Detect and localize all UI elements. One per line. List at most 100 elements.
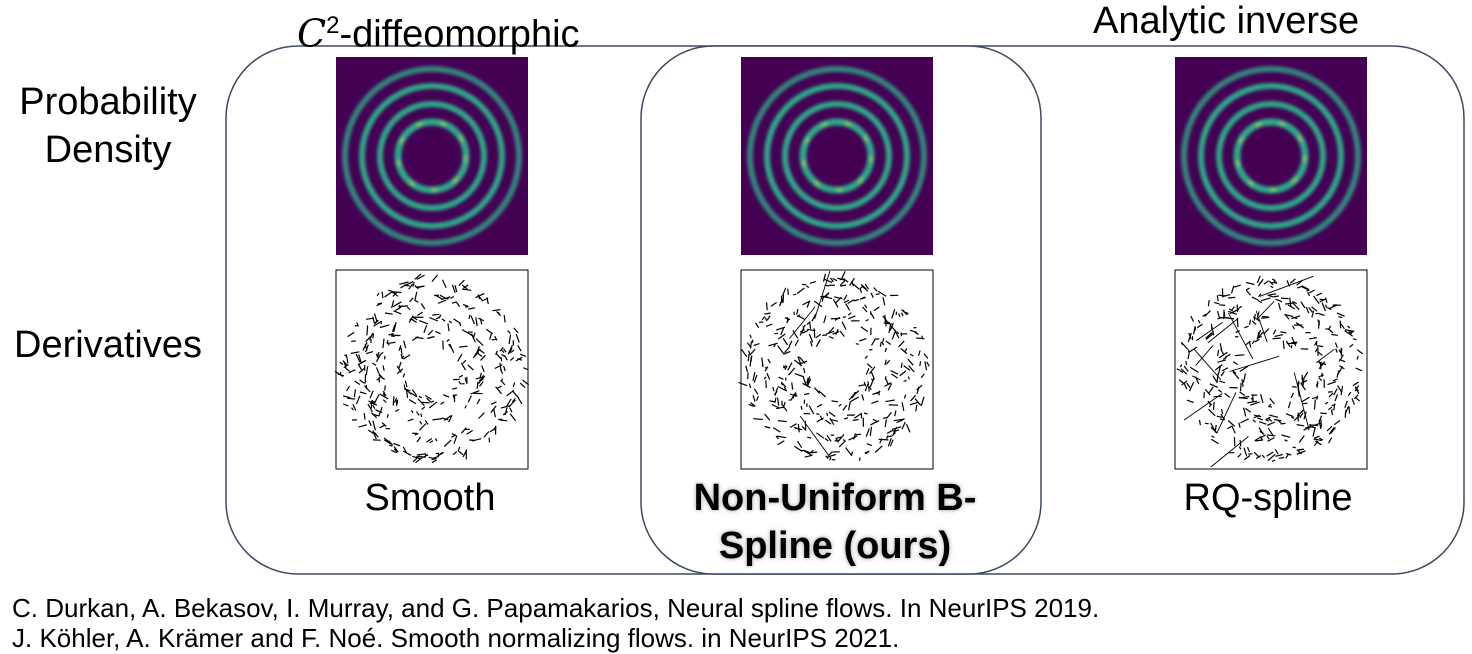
derivative-arrow [828, 326, 835, 334]
derivative-arrow [1297, 322, 1305, 329]
derivative-arrow [1289, 278, 1296, 284]
derivative-arrow [749, 357, 752, 367]
derivative-arrow [761, 357, 764, 368]
derivative-arrow [848, 315, 856, 320]
derivative-arrow [865, 318, 869, 322]
derivative-arrow [821, 293, 829, 300]
derivative-arrow [343, 364, 349, 369]
derivative-arrow [767, 358, 771, 364]
derivative-arrow [468, 314, 471, 319]
derivative-arrow [1217, 316, 1223, 320]
derivative-arrow [793, 445, 803, 452]
derivative-arrow [1274, 334, 1284, 337]
derivative-arrow [1278, 420, 1282, 424]
derivative-arrow [373, 394, 380, 404]
derivative-arrow [1271, 278, 1276, 282]
derivative-arrow [887, 437, 892, 447]
derivative-arrow [339, 361, 344, 365]
derivative-arrow [1302, 371, 1309, 380]
derivative-arrow [458, 279, 465, 287]
derivative-arrow [765, 323, 773, 328]
derivative-arrow [843, 278, 849, 283]
derivative-arrow [365, 366, 369, 376]
derivative-arrow [860, 326, 869, 333]
derivative-arrow [1274, 418, 1282, 422]
derivative-arrow [826, 434, 832, 442]
derivative-arrow [1291, 341, 1298, 344]
derivative-arrow [471, 438, 482, 442]
derivative-arrow [1261, 316, 1270, 319]
derivative-arrow [779, 299, 784, 304]
derivative-arrow [1207, 300, 1210, 307]
derivative-arrow [1202, 313, 1207, 317]
derivative-arrow [1302, 378, 1305, 388]
derivative-arrow [802, 300, 810, 306]
derivative-arrow [451, 434, 457, 438]
derivative-arrow [493, 408, 496, 418]
derivative-arrow [426, 438, 433, 443]
derivative-arrow [791, 382, 794, 390]
derivative-arrow [1222, 357, 1227, 360]
derivative-arrow [489, 332, 493, 340]
derivative-arrow [1348, 331, 1353, 335]
derivative-arrow [366, 351, 374, 355]
derivative-arrow [1219, 304, 1226, 306]
c2-text: -diffeomorphic [339, 13, 580, 56]
derivative-arrow [802, 382, 811, 389]
derivative-arrow [1256, 311, 1260, 318]
derivative-arrow [421, 406, 426, 410]
derivative-arrow [1208, 386, 1214, 394]
derivative-arrow [1204, 388, 1211, 396]
derivative-arrow [764, 312, 771, 315]
derivative-arrow [1312, 422, 1322, 427]
derivative-arrow [369, 332, 374, 341]
derivative-arrow [1311, 306, 1318, 312]
derivative-arrow [1272, 329, 1277, 335]
derivative-arrow [403, 340, 407, 349]
derivative-arrow [1267, 427, 1274, 437]
derivative-arrow [885, 399, 895, 403]
derivative-arrow [509, 407, 513, 413]
derivative-arrow [1210, 426, 1218, 434]
derivative-arrow [347, 331, 355, 338]
derivative-arrow [460, 362, 467, 371]
derivative-arrow [1344, 329, 1355, 332]
derivative-arrow [1228, 296, 1236, 299]
derivative-arrow [365, 335, 372, 343]
derivative-arrow [1305, 306, 1310, 314]
derivative-arrow [503, 314, 506, 323]
derivative-arrow [375, 367, 380, 374]
derivative-arrow [765, 380, 767, 389]
derivative-arrow [508, 334, 512, 345]
derivative-arrow [358, 424, 368, 428]
derivative-arrow [1318, 377, 1323, 382]
derivative-arrow [822, 334, 828, 336]
density-ring [342, 66, 522, 246]
derivative-arrow [421, 401, 430, 404]
derivative-arrow [433, 455, 440, 459]
derivative-arrow [875, 293, 880, 296]
derivative-arrow [830, 419, 839, 422]
derivative-arrow [774, 332, 779, 335]
derivative-arrow [828, 336, 834, 340]
derivative-arrow [383, 437, 392, 444]
derivative-arrow [908, 365, 915, 373]
derivative-arrow [765, 302, 768, 311]
derivative-arrow [1261, 454, 1266, 459]
derivative-arrow [499, 368, 504, 375]
derivative-arrow [1198, 419, 1201, 426]
derivative-arrow [768, 342, 778, 347]
derivative-arrow [424, 420, 429, 425]
derivative-arrow [382, 365, 385, 371]
derivative-arrow [457, 446, 461, 452]
derivative-arrow [410, 410, 414, 414]
derivative-arrow [492, 309, 501, 312]
derivative-arrow [764, 366, 769, 372]
derivative-arrow [417, 398, 425, 407]
derivative-arrow [898, 313, 901, 318]
derivative-arrow [1220, 370, 1225, 377]
derivative-arrow [904, 347, 908, 352]
derivative-arrow [888, 435, 892, 438]
derivative-arrow [874, 445, 883, 453]
derivative-arrow [865, 367, 870, 375]
